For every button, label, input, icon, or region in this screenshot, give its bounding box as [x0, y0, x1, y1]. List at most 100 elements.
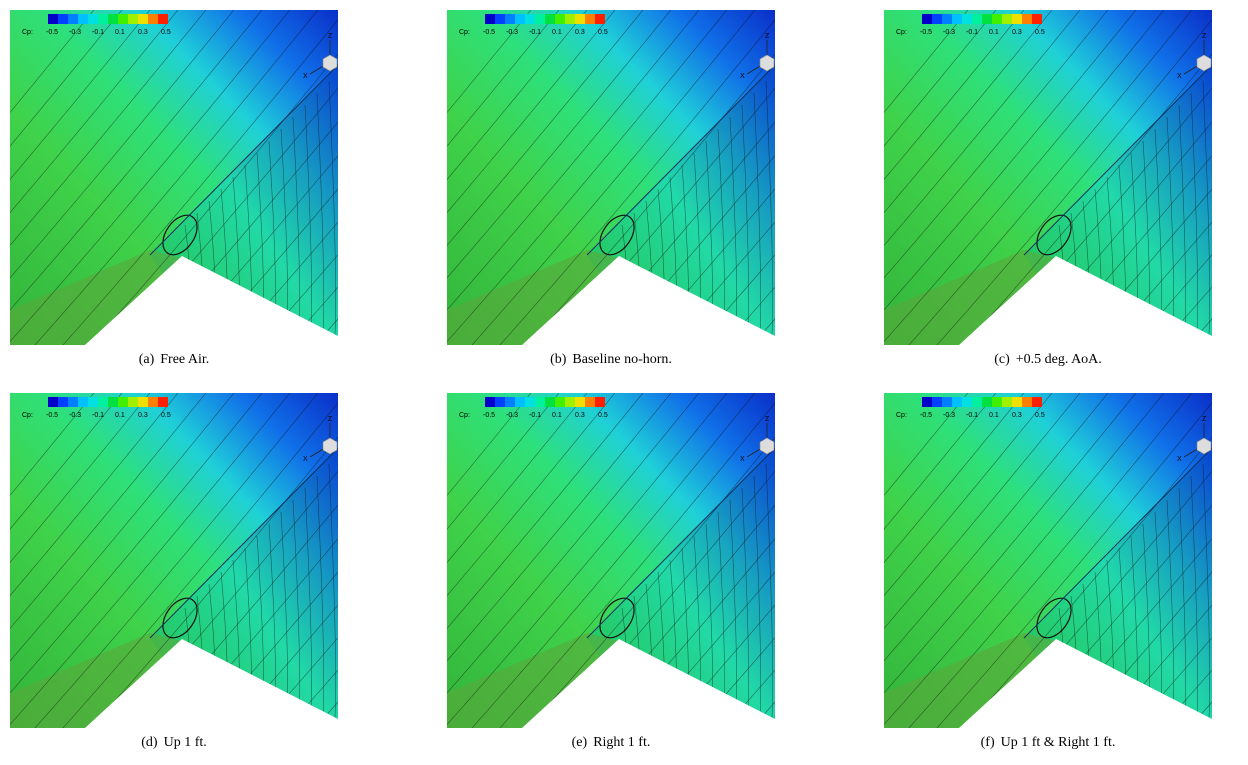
caption: (a) Free Air. — [10, 352, 338, 368]
colorbar-tick: 0.3 — [138, 412, 148, 419]
axis-z-label: Z — [328, 416, 333, 423]
colorbar-swatch — [148, 14, 158, 24]
surface — [10, 10, 338, 345]
wing-cutout — [85, 639, 338, 728]
streamline — [10, 393, 263, 694]
colorbar-tick: 0.5 — [1035, 412, 1045, 419]
caption-label: (d) — [141, 735, 158, 750]
axis-x-label: X — [1177, 456, 1182, 463]
wing-root-shade — [447, 250, 627, 345]
streamline — [964, 436, 1212, 728]
axis-z-label: Z — [765, 416, 770, 423]
streamline — [34, 10, 319, 345]
streamline — [884, 10, 1081, 246]
axis-z-label: Z — [328, 33, 333, 40]
colorbar-tick: -0.5 — [483, 412, 495, 419]
caption-label: (c) — [994, 352, 1010, 367]
colorbar-swatch — [78, 397, 88, 407]
streamline — [90, 436, 338, 728]
colorbar-tick: 0.5 — [1035, 29, 1045, 36]
triad-cube — [759, 54, 775, 72]
colorbar-tick: -0.3 — [506, 412, 518, 419]
cfd-panel: Cp:-0.5-0.3-0.10.10.30.5ZXY — [10, 10, 338, 345]
colorbar-swatch — [98, 14, 108, 24]
colorbar-swatch — [932, 397, 942, 407]
streamline — [884, 393, 1137, 694]
axis-x-label: X — [740, 456, 745, 463]
colorbar-swatch — [495, 397, 505, 407]
streamline — [908, 393, 1193, 728]
streamline — [90, 53, 338, 345]
streamline — [499, 402, 775, 728]
junction-line — [586, 64, 775, 256]
colorbar-swatch — [972, 397, 982, 407]
colorbar-swatch — [922, 14, 932, 24]
streamline — [527, 53, 775, 345]
colorbar-swatch — [505, 14, 515, 24]
streamline — [286, 286, 338, 345]
axis-z-label: Z — [1202, 33, 1207, 40]
colorbar-swatch — [555, 397, 565, 407]
surface — [884, 10, 1212, 345]
wing-cutout — [959, 256, 1212, 345]
colorbar-tick: -0.3 — [943, 412, 955, 419]
streamline — [884, 10, 1109, 279]
streamline — [10, 10, 95, 113]
colorbar-swatch — [952, 397, 962, 407]
colorbar-swatch — [545, 397, 555, 407]
wing-cutout — [522, 639, 775, 728]
colorbar-swatch — [922, 397, 932, 407]
colorbar-swatch — [962, 397, 972, 407]
colorbar-swatch — [58, 14, 68, 24]
colorbar-tick: -0.1 — [529, 29, 541, 36]
streamline — [884, 393, 1165, 726]
streamline — [447, 393, 616, 597]
colorbar-swatch — [595, 397, 605, 407]
junction-line — [586, 447, 775, 639]
colorbar-swatch — [1002, 14, 1012, 24]
colorbar-tick: -0.3 — [69, 29, 81, 36]
colorbar-swatch — [1012, 397, 1022, 407]
caption-text: Up 1 ft. — [163, 735, 207, 750]
colorbar-tick: -0.3 — [69, 412, 81, 419]
streamline — [499, 19, 775, 345]
caption-label: (e) — [571, 735, 588, 750]
colorbar-swatch — [565, 14, 575, 24]
wing-root-shade — [884, 250, 1064, 345]
streamline — [447, 393, 532, 496]
surface — [447, 10, 775, 345]
streamline — [447, 10, 644, 246]
colorbar-swatch — [108, 397, 118, 407]
colorbar-swatch — [972, 14, 982, 24]
colorbar-swatch — [1002, 397, 1012, 407]
caption-text: Baseline no-horn. — [572, 352, 672, 367]
triad-cube — [759, 437, 775, 455]
colorbar-title: Cp: — [896, 29, 907, 36]
streamline — [447, 393, 588, 563]
colorbar-swatch — [982, 14, 992, 24]
streamline — [447, 393, 672, 662]
streamline — [884, 393, 997, 530]
separation-vortex — [162, 214, 198, 256]
surface — [10, 393, 338, 728]
colorbar-swatch — [1022, 14, 1032, 24]
colorbar-tick: 0.5 — [598, 29, 608, 36]
caption-text: +0.5 deg. AoA. — [1015, 352, 1102, 367]
streamline — [62, 19, 338, 345]
colorbar-swatch — [138, 397, 148, 407]
streamline — [10, 10, 151, 180]
colorbar-swatch — [1032, 397, 1042, 407]
wing-cutout — [522, 256, 775, 345]
axis-z-label: Z — [765, 33, 770, 40]
separation-vortex — [599, 214, 635, 256]
colorbar-swatch — [575, 397, 585, 407]
colorbar-swatch — [48, 14, 58, 24]
colorbar-tick: -0.5 — [483, 29, 495, 36]
streamline — [936, 19, 1212, 345]
junction-line — [1023, 64, 1212, 256]
colorbar-swatch — [128, 397, 138, 407]
streamline — [447, 10, 532, 113]
colorbar-swatch — [495, 14, 505, 24]
caption-text: Right 1 ft. — [593, 735, 651, 750]
